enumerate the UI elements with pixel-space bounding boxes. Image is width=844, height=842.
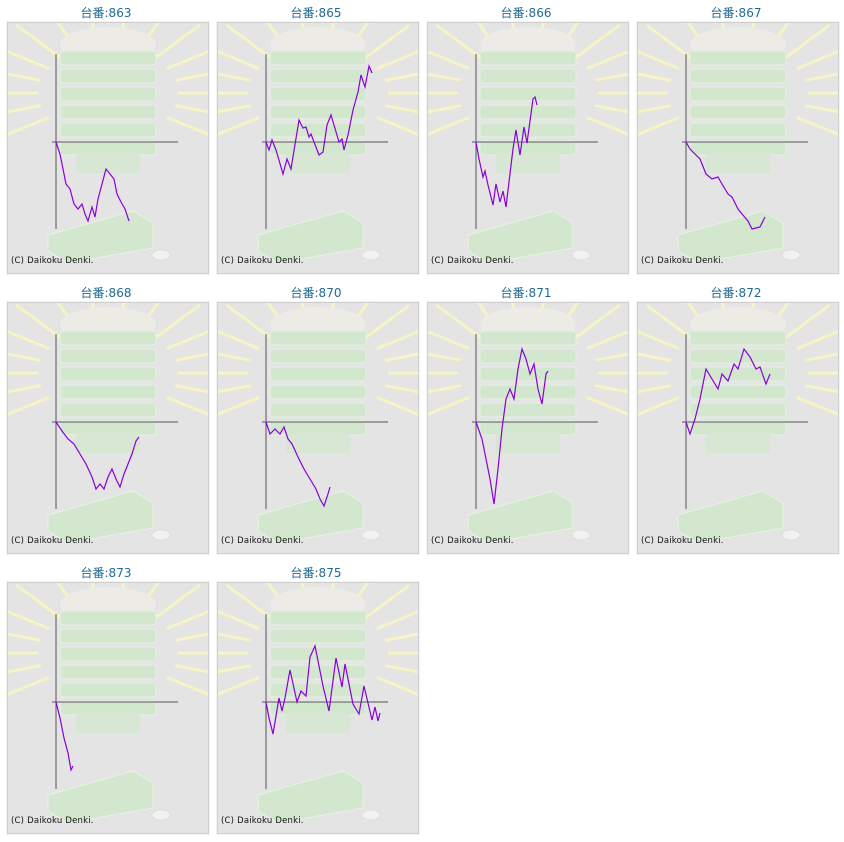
data-series-line: [55, 141, 130, 223]
machine-number-title[interactable]: 台番:863: [80, 6, 132, 20]
background-illustration: [218, 583, 418, 824]
graph-panel: (C) Daikoku Denki.: [636, 21, 840, 275]
background-illustration: [8, 303, 208, 544]
copyright-text: (C) Daikoku Denki.: [11, 536, 94, 546]
copyright-text: (C) Daikoku Denki.: [11, 256, 94, 266]
background-illustration: [638, 23, 838, 264]
data-series-line: [55, 421, 140, 491]
chart-cell: 台番:870 (C) Daikoku Denki.: [211, 280, 421, 560]
machine-number-title[interactable]: 台番:875: [290, 566, 342, 580]
background-illustration: [218, 303, 418, 544]
machine-number-title[interactable]: 台番:872: [710, 286, 762, 300]
background-illustration: [428, 23, 628, 264]
copyright-text: (C) Daikoku Denki.: [221, 816, 304, 826]
machine-number-title[interactable]: 台番:867: [710, 6, 762, 20]
background-illustration: [218, 23, 418, 264]
chart-cell: 台番:866 (C) Daikoku Denki.: [421, 0, 631, 280]
graph-panel: (C) Daikoku Denki.: [636, 301, 840, 555]
data-series-line: [265, 421, 331, 508]
machine-number-title[interactable]: 台番:865: [290, 6, 342, 20]
graph-panel: (C) Daikoku Denki.: [426, 21, 630, 275]
machine-number-title[interactable]: 台番:866: [500, 6, 552, 20]
data-series-line: [265, 63, 373, 177]
machine-number-title[interactable]: 台番:868: [80, 286, 132, 300]
chart-cell: 台番:867 (C) Daikoku Denki.: [631, 0, 841, 280]
copyright-text: (C) Daikoku Denki.: [641, 536, 724, 546]
copyright-text: (C) Daikoku Denki.: [221, 536, 304, 546]
copyright-text: (C) Daikoku Denki.: [221, 256, 304, 266]
machine-number-title[interactable]: 台番:870: [290, 286, 342, 300]
graph-panel: (C) Daikoku Denki.: [6, 21, 210, 275]
graph-panel: (C) Daikoku Denki.: [216, 301, 420, 555]
data-series-line: [475, 95, 538, 208]
data-series-line: [685, 347, 771, 436]
chart-cell: 台番:873 (C) Daikoku Denki.: [1, 560, 211, 840]
graph-panel: (C) Daikoku Denki.: [426, 301, 630, 555]
chart-cell: 台番:865 (C) Daikoku Denki.: [211, 0, 421, 280]
chart-cell: 台番:868 (C) Daikoku Denki.: [1, 280, 211, 560]
copyright-text: (C) Daikoku Denki.: [641, 256, 724, 266]
chart-cell: 台番:863 (C) Daikoku Denki.: [1, 0, 211, 280]
graph-panel: (C) Daikoku Denki.: [6, 581, 210, 835]
copyright-text: (C) Daikoku Denki.: [431, 536, 514, 546]
copyright-text: (C) Daikoku Denki.: [11, 816, 94, 826]
chart-cell: 台番:875 (C) Daikoku Denki.: [211, 560, 421, 840]
data-series-line: [55, 701, 74, 772]
background-illustration: [428, 303, 628, 544]
graph-panel: (C) Daikoku Denki.: [216, 21, 420, 275]
data-series-line: [475, 346, 549, 505]
chart-cell: 台番:872 (C) Daikoku Denki.: [631, 280, 841, 560]
chart-cell: 台番:871 (C) Daikoku Denki.: [421, 280, 631, 560]
graph-panel: (C) Daikoku Denki.: [6, 301, 210, 555]
copyright-text: (C) Daikoku Denki.: [431, 256, 514, 266]
background-illustration: [8, 23, 208, 264]
machine-number-title[interactable]: 台番:873: [80, 566, 132, 580]
data-series-line: [685, 141, 766, 230]
machine-number-title[interactable]: 台番:871: [500, 286, 552, 300]
background-illustration: [8, 583, 208, 824]
graph-panel: (C) Daikoku Denki.: [216, 581, 420, 835]
data-series-line: [265, 644, 381, 735]
background-illustration: [638, 303, 838, 544]
